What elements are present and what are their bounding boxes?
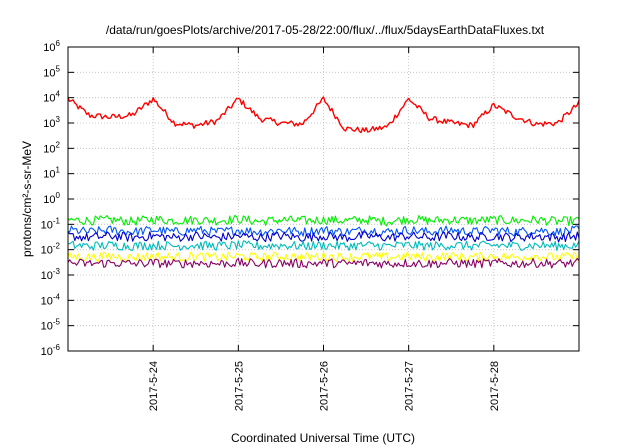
series-line-3 bbox=[67, 225, 580, 237]
y-tick-label: 10-2 bbox=[41, 242, 61, 257]
y-tick-label: 100 bbox=[43, 191, 60, 206]
y-tick-exponent: 4 bbox=[56, 90, 61, 99]
chart-title: /data/run/goesPlots/archive/2017-05-28/2… bbox=[106, 23, 545, 37]
grid bbox=[68, 46, 579, 352]
x-tick-label: 2017-5-28 bbox=[489, 361, 501, 411]
y-tick-label: 10-6 bbox=[41, 343, 61, 358]
y-tick-exponent: -5 bbox=[53, 318, 61, 327]
x-axis-ticks: 2017-5-24 2017-5-25 2017-5-26 2017-5-27 2017… bbox=[148, 47, 501, 411]
x-tick-label: 2017-5-24 bbox=[148, 361, 160, 411]
y-tick-label: 105 bbox=[43, 64, 60, 79]
y-tick-exponent: -3 bbox=[53, 267, 61, 276]
y-tick-label: 10-4 bbox=[41, 292, 61, 307]
y-tick-label: 102 bbox=[43, 140, 60, 155]
y-tick-exponent: -1 bbox=[53, 216, 61, 225]
y-tick-exponent: 2 bbox=[56, 140, 61, 149]
x-tick-label: 2017-5-25 bbox=[233, 361, 245, 411]
series-line-6 bbox=[67, 251, 580, 263]
y-tick-label: 104 bbox=[43, 90, 60, 105]
series-line-5 bbox=[67, 240, 580, 251]
y-tick-label: 101 bbox=[43, 166, 60, 181]
series-line-7 bbox=[67, 257, 580, 269]
y-tick-exponent: -6 bbox=[53, 343, 61, 352]
y-tick-exponent: -2 bbox=[53, 242, 61, 251]
y-tick-exponent: 5 bbox=[56, 64, 61, 73]
series-line-2 bbox=[67, 214, 580, 227]
y-tick-exponent: 3 bbox=[56, 115, 61, 124]
x-tick-label: 2017-5-27 bbox=[404, 361, 416, 411]
y-tick-exponent: 6 bbox=[56, 39, 61, 48]
y-tick-label: 106 bbox=[43, 39, 60, 54]
y-tick-label: 10-1 bbox=[41, 216, 61, 231]
y-axis-ticks: 10-610-510-410-310-210-11001011021031041… bbox=[41, 39, 579, 358]
y-tick-label: 103 bbox=[43, 115, 60, 130]
series-line-4 bbox=[67, 231, 580, 243]
y-axis-label: protons/cm²-s-sr-MeV bbox=[20, 141, 34, 257]
x-tick-label: 2017-5-26 bbox=[319, 361, 331, 411]
y-tick-exponent: 1 bbox=[56, 166, 61, 175]
series-line-1 bbox=[67, 96, 580, 134]
y-tick-label: 10-5 bbox=[41, 318, 61, 333]
y-tick-exponent: -4 bbox=[53, 292, 61, 301]
x-axis-label: Coordinated Universal Time (UTC) bbox=[231, 431, 415, 445]
y-tick-exponent: 0 bbox=[56, 191, 61, 200]
y-tick-label: 10-3 bbox=[41, 267, 61, 282]
series-layer bbox=[67, 96, 580, 269]
